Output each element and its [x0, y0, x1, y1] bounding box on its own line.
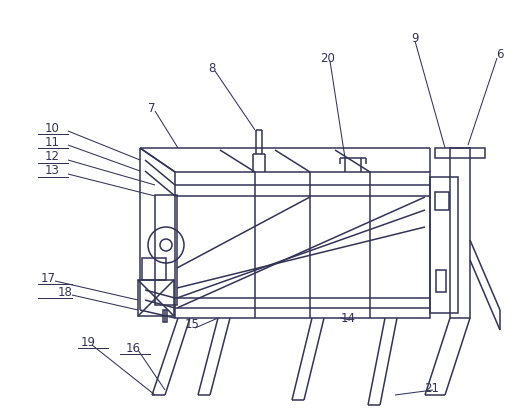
Bar: [436, 270, 446, 292]
Text: 17: 17: [40, 271, 55, 284]
Bar: [138, 280, 174, 316]
Bar: [450, 148, 470, 318]
Bar: [430, 177, 458, 313]
Text: 16: 16: [126, 341, 141, 354]
Bar: [175, 172, 430, 318]
Text: 9: 9: [411, 32, 419, 45]
Text: 8: 8: [208, 61, 216, 74]
Text: 21: 21: [424, 381, 439, 394]
Bar: [163, 310, 167, 322]
Bar: [435, 192, 449, 210]
Bar: [435, 148, 485, 158]
Text: 19: 19: [81, 336, 96, 349]
Text: 18: 18: [57, 286, 72, 299]
Text: 10: 10: [44, 121, 59, 134]
Text: 7: 7: [148, 102, 156, 115]
Text: 11: 11: [44, 136, 59, 149]
Text: 15: 15: [185, 318, 200, 331]
Text: 12: 12: [44, 150, 59, 163]
Text: 20: 20: [321, 52, 336, 65]
Text: 14: 14: [341, 312, 356, 325]
Text: 13: 13: [44, 165, 59, 178]
Text: 6: 6: [496, 48, 504, 61]
Bar: [142, 258, 166, 280]
Bar: [155, 195, 177, 305]
